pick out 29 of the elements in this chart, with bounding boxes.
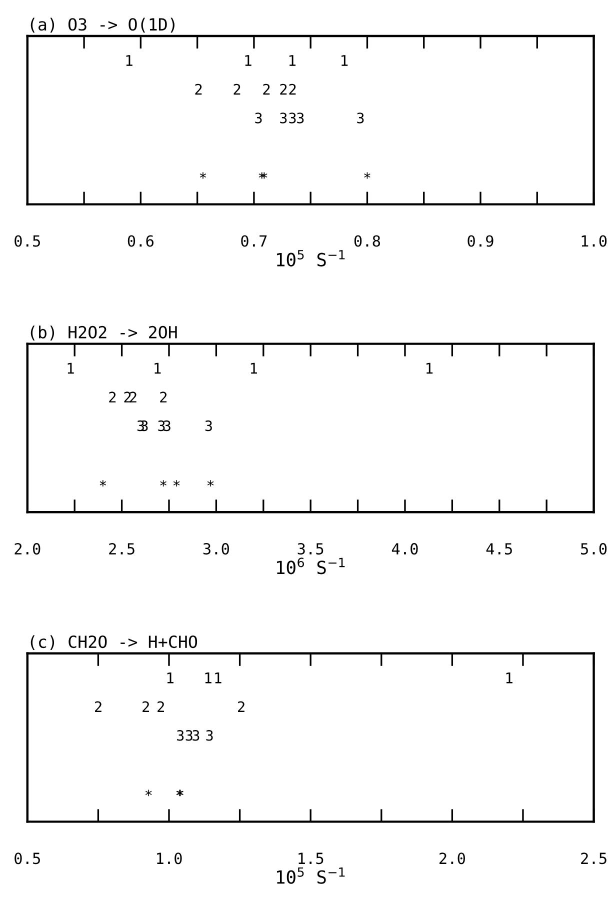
x-tick-label: 3.0: [203, 543, 229, 555]
x-tick-label: 3.5: [298, 543, 324, 555]
x-tick-label: 1.0: [582, 235, 607, 247]
x-tick-label: 1.5: [298, 852, 324, 864]
x-tick-label: 2.5: [109, 543, 134, 555]
x-axis-title: 10$^{6}$ S$^{−1}$: [277, 558, 345, 574]
x-tick-label: 2.0: [14, 543, 40, 555]
x-tick-label: 0.7: [241, 235, 267, 247]
point: [207, 480, 214, 487]
point: [145, 790, 152, 796]
x-tick-label: 0.5: [14, 235, 40, 247]
x-tick-label: 0.6: [128, 235, 154, 247]
chart-title: (a) O3 -> O(1D): [30, 18, 174, 33]
point: [173, 480, 180, 487]
x-tick-label: 1.0: [157, 852, 182, 864]
x-tick-label: 4.0: [392, 543, 418, 555]
x-tick-label: 5.0: [581, 543, 607, 555]
chart-title: (c) CH2O -> H+CHO: [30, 635, 198, 650]
point: [200, 172, 206, 179]
point: [100, 480, 106, 487]
x-tick-label: 4.5: [486, 543, 512, 555]
x-axis-title: 10$^{5}$ S$^{−1}$: [277, 250, 345, 266]
chart-title: (b) H2O2 -> 2OH: [30, 326, 177, 340]
x-tick-label: 2.0: [440, 852, 465, 864]
x-axis-title: 10$^{5}$ S$^{−1}$: [277, 867, 345, 884]
x-tick-label: 0.5: [14, 852, 40, 864]
x-tick-label: 0.8: [354, 235, 380, 247]
x-tick-label: 2.5: [581, 852, 606, 864]
x-tick-label: 0.9: [468, 235, 494, 247]
